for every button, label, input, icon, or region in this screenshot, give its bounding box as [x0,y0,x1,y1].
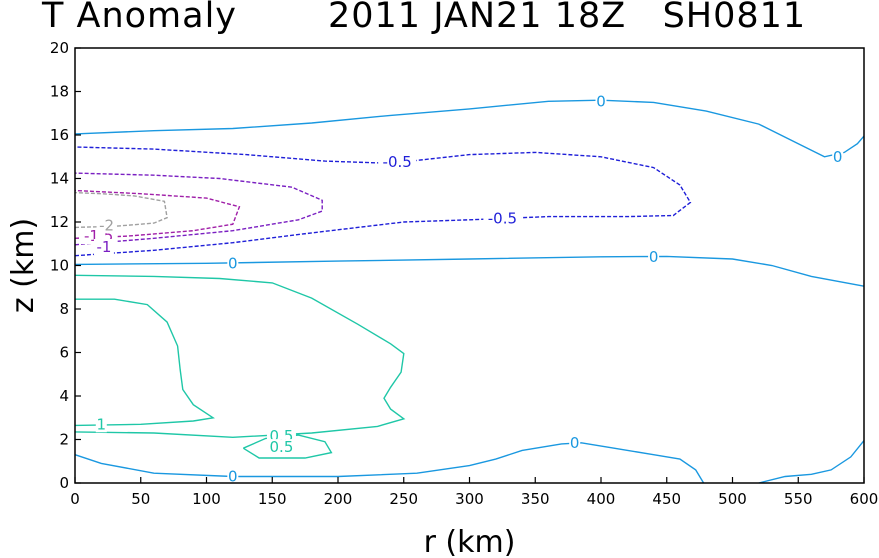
contour-label-bg [595,93,607,110]
plot-frame [74,47,865,484]
contour-label-bg [378,154,417,171]
contour-line--1 [74,172,323,246]
y-tick-label: 10 [50,257,69,275]
contour-line-0.5 [74,274,406,439]
y-tick-label: 6 [59,344,69,362]
y-axis: 0 2 4 6 8 10 12 14 16 18 20 [50,39,81,492]
chart-subtitle: 2011 JAN21 18Z SH0811 [328,0,807,36]
y-tick-label: 4 [59,387,69,405]
y-tick-label: 18 [50,83,69,101]
x-tick-label: 350 [521,490,550,508]
contour-line-0 [74,442,705,484]
contour-label: -1 [96,238,111,256]
x-axis-label: r (km) [424,525,516,558]
contour-label: -2 [99,216,114,234]
contour-label: -0.5 [488,210,517,228]
x-tick-label: 450 [652,490,681,508]
contour-line-1 [74,298,215,427]
x-axis: 0 50 100 150 200 250 300 350 400 450 500 550 600 [70,477,878,508]
y-tick-label: 12 [50,213,69,231]
contour-label-bg [95,416,107,433]
contour-label: 0 [833,148,843,166]
contour-line-0 [74,255,865,287]
x-tick-label: 600 [850,490,879,508]
contour-label: -0.5 [383,153,412,171]
x-tick-label: 150 [258,490,287,508]
contour-label: 0 [649,248,659,266]
y-tick-label: 20 [50,39,69,57]
x-tick-label: 50 [131,490,150,508]
contour-label-bg [227,255,239,272]
contour-label-bg [832,148,844,165]
y-tick-label: 14 [50,170,69,188]
contour-label: 0 [596,92,606,110]
contour-label: 0 [228,467,238,485]
contour-lines [74,99,865,484]
x-tick-label: 400 [587,490,616,508]
contour-label-bg [483,210,522,227]
y-tick-label: 0 [59,474,69,492]
contour-label-bg [266,439,296,456]
x-tick-label: 100 [192,490,221,508]
x-tick-label: 0 [70,490,80,508]
contour-label: 0 [228,254,238,272]
contour-label-bg [93,239,114,256]
contour-label-bg [648,248,660,265]
x-tick-label: 200 [324,490,353,508]
contour-line--0.5 [74,146,692,257]
y-tick-label: 2 [59,431,69,449]
x-tick-label: 300 [455,490,484,508]
contour-label-bg [227,468,239,485]
y-axis-label: z (km) [6,218,41,313]
contour-line-0 [758,440,865,484]
contour-label: 1 [97,415,107,433]
contour-line--2 [74,191,168,229]
contour-labels: 000 000-0.5-0.50.50.51-1.5-1-2 [79,92,844,485]
contour-label: 0.5 [270,438,294,456]
x-tick-label: 550 [784,490,813,508]
contour-line--1.5 [74,189,241,239]
contour-label-bg [569,434,581,451]
chart-title: T Anomaly [42,0,238,36]
y-tick-label: 16 [50,126,69,144]
x-tick-label: 500 [718,490,747,508]
contour-label: 0 [570,434,580,452]
contour-line-0 [74,99,865,158]
y-tick-label: 8 [59,300,69,318]
x-tick-label: 250 [389,490,418,508]
contour-label-bg [96,217,117,234]
